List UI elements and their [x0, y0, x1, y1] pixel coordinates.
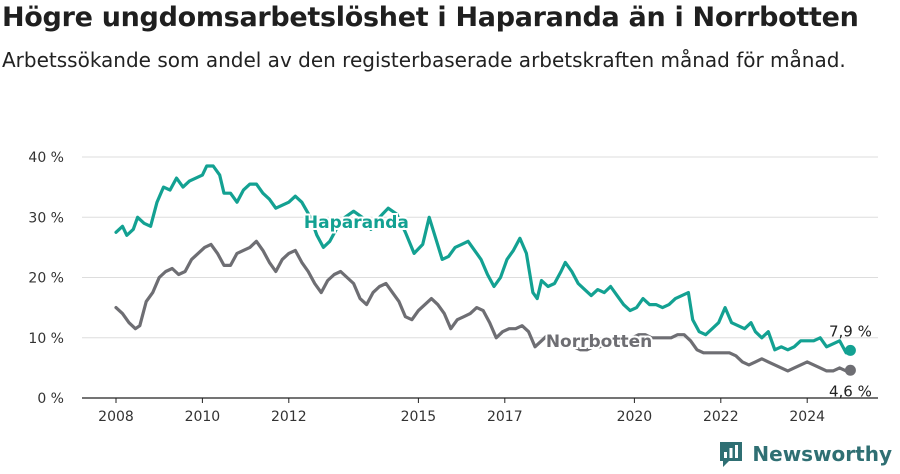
- x-tick-label: 2024: [789, 409, 825, 425]
- brand-logo: Newsworthy: [718, 440, 892, 468]
- end-value-label-norrbotten: 4,6 %: [829, 382, 872, 400]
- series-label-haparanda: Haparanda: [304, 213, 409, 233]
- y-tick-label: 30 %: [28, 210, 64, 226]
- y-tick-label: 10 %: [28, 331, 64, 347]
- series-line-haparanda: [114, 164, 852, 355]
- x-tick-label: 2012: [271, 409, 307, 425]
- end-point-norrbotten: [844, 364, 856, 376]
- chart-subtitle: Arbetssökande som andel av den registerb…: [2, 48, 846, 72]
- axes: 0 % 10 % 20 % 30 % 40 % 2008 2010 2012 2015 2017 2…: [28, 150, 878, 425]
- end-value-label-haparanda: 7,9 %: [829, 322, 872, 340]
- y-tick-label: 40 %: [28, 150, 64, 166]
- series-lines: [114, 164, 856, 376]
- series-label-norrbotten: Norrbotten: [546, 332, 652, 352]
- x-tick-label: 2020: [617, 409, 653, 425]
- x-tick-label: 2022: [703, 409, 739, 425]
- y-tick-label: 0 %: [37, 391, 64, 407]
- y-tick-label: 20 %: [28, 271, 64, 287]
- brand-name: Newsworthy: [752, 442, 892, 466]
- x-tick-label: 2010: [185, 409, 221, 425]
- labels: 7,9 % 4,6 % Haparanda Norrbotten: [302, 211, 872, 400]
- gridlines: [82, 156, 878, 339]
- x-tick-label: 2017: [487, 409, 523, 425]
- series-line-norrbotten: [114, 239, 852, 373]
- chart-title: Högre ungdomsarbetslöshet i Haparanda än…: [2, 2, 859, 33]
- x-tick-label: 2008: [98, 409, 134, 425]
- end-point-haparanda: [844, 344, 856, 356]
- x-tick-label: 2015: [401, 409, 437, 425]
- newsworthy-logo-icon: [720, 442, 743, 467]
